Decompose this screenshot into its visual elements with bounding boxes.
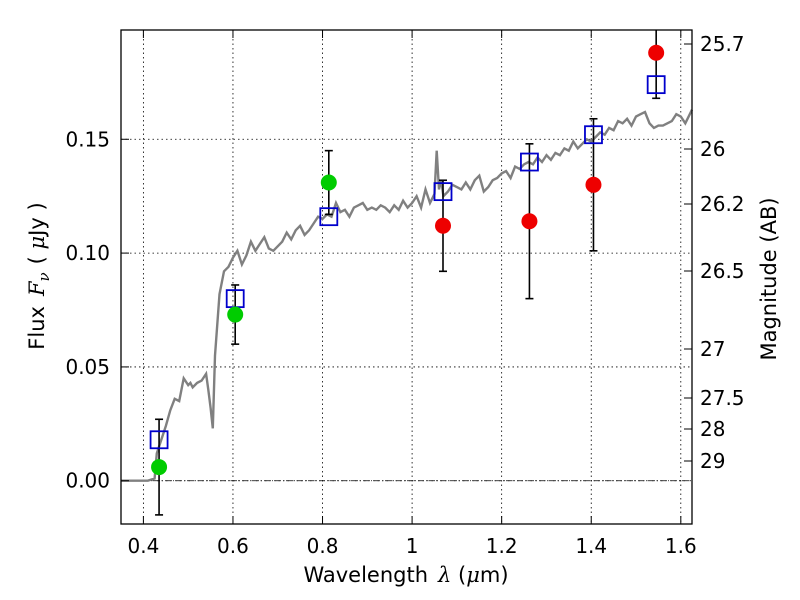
magnitude-tick-label: 28 [700,417,725,441]
y-tick-label: 0.00 [65,469,110,493]
magnitude-tick-label: 26.2 [700,192,745,216]
grid [121,30,692,524]
data-markers [149,44,666,476]
observed-flux-point [521,213,538,230]
x-tick-label: 0.6 [217,534,249,558]
axis-ticks [121,30,692,524]
x-tick-label: 1 [406,534,419,558]
y-axis-label: FluxFν( μJy ) [25,202,53,349]
error-bars [155,30,661,516]
x-tick-label: 1.6 [665,534,697,558]
magnitude-tick-label: 29 [700,449,725,473]
model-photometry-square [520,152,539,172]
observed-flux-point [434,217,451,234]
model-photometry-square [319,207,339,227]
magnitude-tick-label: 26.5 [700,259,745,283]
magnitude-axis-label: Magnitude (AB) [757,197,781,360]
x-axis-label: Wavelength λ (μm) [303,563,508,587]
x-tick-label: 1.4 [575,534,607,558]
observed-flux-point [151,459,168,476]
magnitude-tick-label: 25.7 [700,32,745,56]
observed-flux-point [585,176,602,193]
observed-flux-point [320,174,337,191]
y-tick-label: 0.05 [65,355,110,379]
x-tick-label: 1.2 [486,534,518,558]
model-photometry-square [433,182,453,202]
y-tick-label: 0.15 [65,127,110,151]
x-tick-labels: 0.4 0.6 0.8 1 1.2 1.4 1.6 [127,534,696,558]
x-tick-label: 0.8 [307,534,339,558]
model-photometry-square [149,430,169,450]
model-photometry-square [584,125,603,145]
plot-frame [120,29,693,525]
magnitude-tick-label: 27.5 [700,386,745,410]
observed-flux-point [227,306,244,323]
model-photometry-square [646,75,666,95]
y-tick-label: 0.10 [65,241,110,265]
magnitude-tick-labels: 25.7 26 26.2 26.5 27 27.5 28 29 [700,32,745,473]
magnitude-tick-label: 27 [700,337,725,361]
x-tick-label: 0.4 [127,534,159,558]
model-spectrum-line [121,109,694,482]
plot-area [121,109,694,482]
y-tick-labels: 0.00 0.05 0.10 0.15 [65,127,110,492]
observed-flux-point [648,44,665,61]
magnitude-tick-label: 26 [700,137,725,161]
